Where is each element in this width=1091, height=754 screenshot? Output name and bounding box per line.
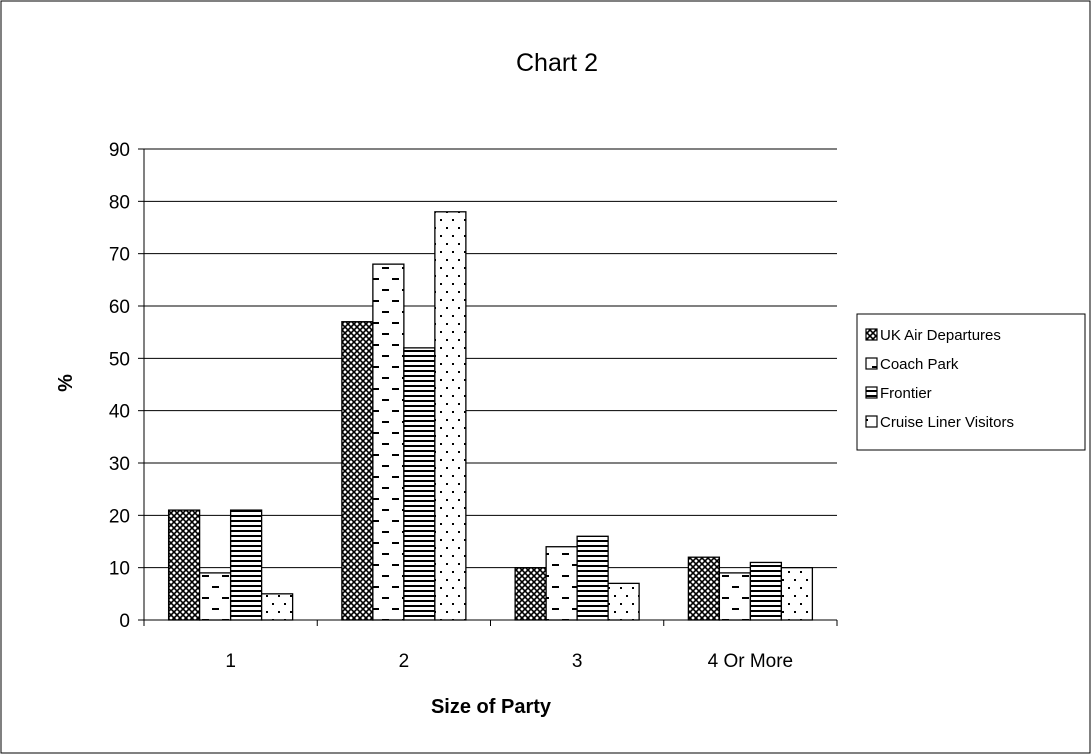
legend-label: Frontier [880,385,932,402]
legend-label: Cruise Liner Visitors [880,414,1014,431]
y-tick-label: 80 [109,192,130,213]
legend-swatch [865,357,878,370]
x-category-label: 4 Or More [708,651,794,672]
y-axis-label: % [55,374,77,392]
legend-swatch [865,328,878,341]
legend: UK Air Departures Coach Park Frontier Cruis… [856,313,1086,451]
bars [167,211,814,621]
bar-uk-air-departures [341,321,374,621]
chart-title: Chart 2 [516,49,598,77]
y-tick-label: 50 [109,349,130,370]
x-category-label: 2 [399,651,410,672]
bar-frontier [576,535,609,621]
bar-coach-park [545,546,578,621]
bar-coach-park [372,263,405,621]
x-category-label: 3 [572,651,583,672]
bar-coach-park [718,572,752,621]
y-tick-label: 40 [109,402,130,423]
y-tick-label: 30 [109,454,130,475]
x-category-labels: 1 2 3 4 Or More [225,651,793,672]
y-tick-label: 90 [109,140,130,161]
legend-label: Coach Park [880,356,959,373]
bar-coach-park [198,572,232,621]
legend-box [856,313,1086,451]
bar-uk-air-departures [167,509,201,621]
y-tick-label: 20 [109,506,130,527]
bar-uk-air-departures [514,567,547,621]
bar-cruise-liner-visitors [434,211,467,621]
bar-frontier [229,509,263,621]
y-tick-label: 10 [109,559,130,580]
x-axis-label: Size of Party [431,696,552,718]
y-tick-label: 60 [109,297,130,318]
bar-cruise-liner-visitors [780,567,814,621]
legend-label: UK Air Departures [880,327,1001,344]
legend-items: UK Air Departures Coach Park Frontier Cruis… [865,327,1014,431]
bar-frontier [403,347,436,621]
x-category-label: 1 [225,651,236,672]
y-tick-labels: 0 10 20 30 40 50 60 70 80 90 [109,140,130,632]
axes [138,148,838,626]
y-tick-label: 70 [109,245,130,266]
bar-cruise-liner-visitors [260,593,294,621]
bar-frontier [749,561,783,621]
bar-cruise-liner-visitors [607,582,640,621]
bar-uk-air-departures [687,556,721,621]
legend-swatch [865,386,878,399]
y-tick-label: 0 [119,611,130,632]
legend-swatch [865,415,878,428]
